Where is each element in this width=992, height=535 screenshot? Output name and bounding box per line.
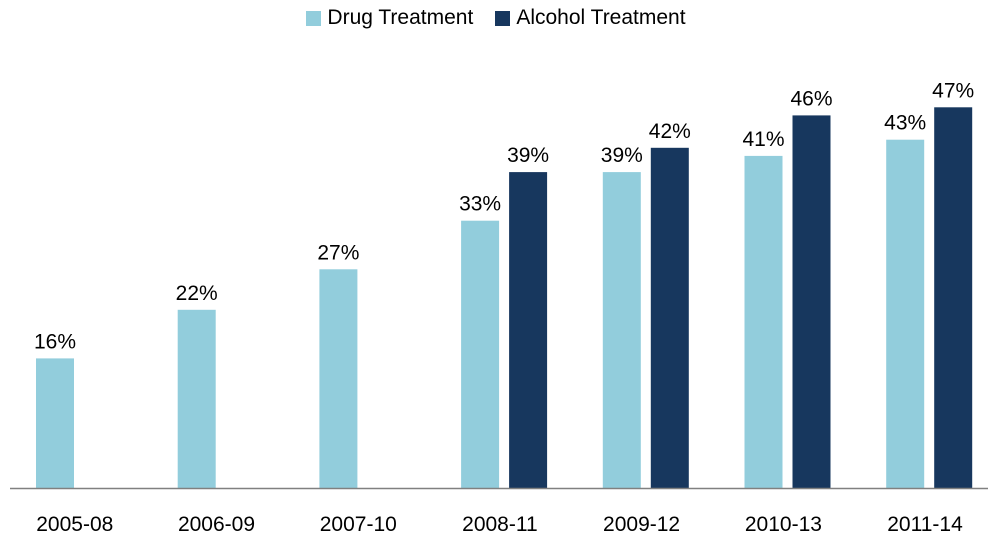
x-tick-label-2005-08: 2005-08	[36, 513, 113, 535]
legend-swatch-drug-treatment	[306, 10, 322, 26]
legend-item-alcohol-treatment: Alcohol Treatment	[495, 6, 686, 30]
x-tick-label-2008-11: 2008-11	[462, 513, 538, 535]
data-label-drug-2006-09: 22%	[176, 282, 218, 305]
data-label-drug-2011-14: 43%	[884, 112, 926, 135]
legend-label-drug-treatment: Drug Treatment	[327, 6, 474, 29]
x-tick-label-2011-14: 2011-14	[887, 513, 963, 535]
bar-alcohol-2010-13	[792, 115, 831, 489]
bar-drug-2010-13	[744, 155, 783, 488]
bar-alcohol-2011-14	[934, 107, 973, 489]
data-label-alcohol-2008-11: 39%	[507, 144, 549, 167]
legend: Drug Treatment Alcohol Treatment	[0, 6, 992, 30]
bar-drug-2009-12	[602, 172, 641, 488]
legend-item-drug-treatment: Drug Treatment	[306, 6, 473, 30]
bar-alcohol-2008-11	[509, 172, 548, 488]
data-label-drug-2005-08: 16%	[34, 330, 76, 353]
x-tick-label-2006-09: 2006-09	[178, 513, 255, 535]
data-label-alcohol-2010-13: 46%	[790, 87, 832, 110]
data-label-drug-2009-12: 39%	[601, 144, 643, 167]
x-tick-label-2007-10: 2007-10	[320, 513, 397, 535]
bar-drug-2006-09	[177, 309, 216, 488]
bar-alcohol-2009-12	[650, 147, 689, 489]
data-label-drug-2007-10: 27%	[317, 241, 359, 264]
bar-drug-2005-08	[36, 358, 74, 488]
data-label-drug-2008-11: 33%	[459, 193, 501, 216]
bar-drug-2008-11	[461, 220, 500, 488]
data-label-alcohol-2009-12: 42%	[649, 120, 691, 143]
x-tick-label-2010-13: 2010-13	[745, 513, 822, 535]
x-tick-label-2009-12: 2009-12	[603, 513, 680, 535]
data-label-drug-2010-13: 41%	[742, 128, 784, 151]
legend-label-alcohol-treatment: Alcohol Treatment	[516, 6, 686, 29]
legend-swatch-alcohol-treatment	[495, 10, 511, 26]
bar-drug-2011-14	[886, 139, 925, 488]
bar-drug-2007-10	[319, 269, 358, 488]
data-label-alcohol-2011-14: 47%	[932, 79, 974, 102]
